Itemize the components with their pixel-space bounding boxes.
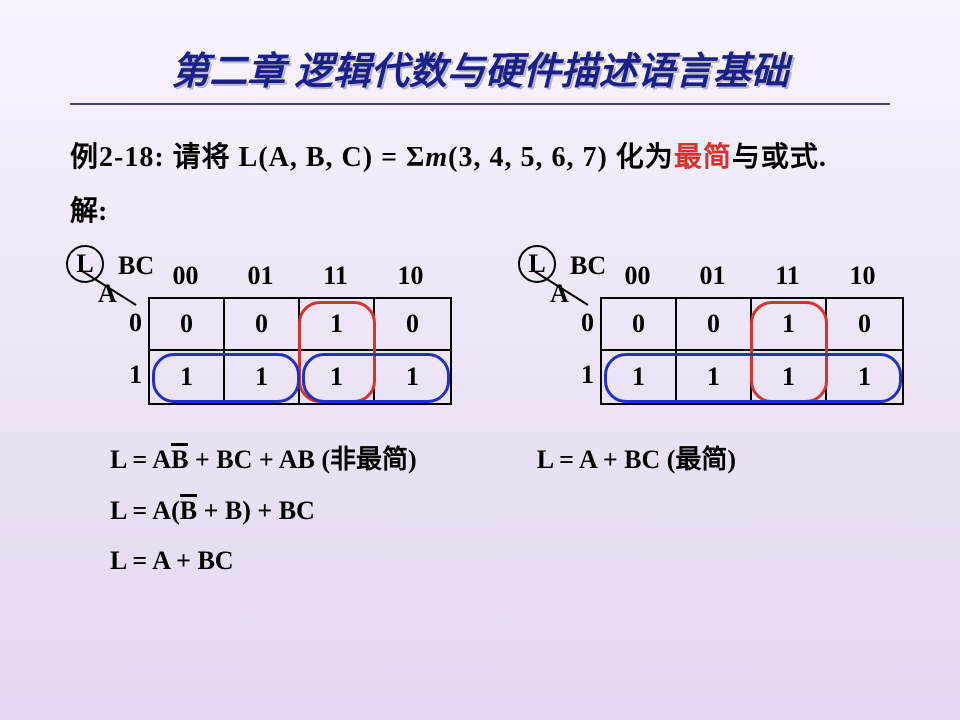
sigma-m: m bbox=[425, 142, 448, 173]
kmap-cell: 1 bbox=[827, 351, 902, 403]
col-header: 00 bbox=[600, 261, 675, 291]
equation-note: (最简) bbox=[660, 445, 736, 474]
kmap-row-headers: 0 1 bbox=[102, 297, 142, 401]
kmap-left: L BC A 00 01 11 10 0 1 00101111 bbox=[70, 259, 452, 405]
kmap-cell: 0 bbox=[375, 299, 450, 351]
kmap-cell: 0 bbox=[677, 299, 752, 351]
col-header: 10 bbox=[373, 261, 448, 291]
equation: L = AB + BC + AB (非最简) bbox=[110, 439, 417, 476]
problem-pre: 请将 L(A, B, C) = Σ bbox=[173, 142, 426, 173]
kmap-cell: 1 bbox=[300, 351, 375, 403]
kmap-func-label: L bbox=[66, 245, 104, 283]
kmap-cell: 0 bbox=[150, 299, 225, 351]
kmap-cell: 1 bbox=[602, 351, 677, 403]
col-header: 10 bbox=[825, 261, 900, 291]
problem-post: 与或式. bbox=[732, 142, 827, 173]
problem-statement: 例2-18: 请将 L(A, B, C) = Σm(3, 4, 5, 6, 7)… bbox=[70, 135, 890, 175]
col-header: 01 bbox=[675, 261, 750, 291]
kmap-func-label: L bbox=[518, 245, 556, 283]
kmap-cell: 1 bbox=[150, 351, 225, 403]
kmap-cell: 1 bbox=[225, 351, 300, 403]
equations-right: L = A + BC (最简) bbox=[537, 439, 736, 576]
complement-var: B bbox=[180, 496, 197, 526]
chapter-title: 第二章 逻辑代数与硬件描述语言基础 bbox=[0, 0, 960, 103]
highlight-simplest: 最简 bbox=[674, 142, 732, 173]
equation: L = A + BC (最简) bbox=[537, 439, 736, 476]
kmap-row-headers: 0 1 bbox=[554, 297, 594, 401]
kmap-cell: 0 bbox=[602, 299, 677, 351]
kmap-col-headers: 00 01 11 10 bbox=[600, 259, 904, 291]
kmap-cell: 1 bbox=[752, 299, 827, 351]
kmap-col-headers: 00 01 11 10 bbox=[148, 259, 452, 291]
content-area: 例2-18: 请将 L(A, B, C) = Σm(3, 4, 5, 6, 7)… bbox=[0, 105, 960, 576]
equation-note: (非最简) bbox=[315, 445, 417, 474]
complement-var: B bbox=[171, 445, 188, 475]
col-header: 01 bbox=[223, 261, 298, 291]
kmap-cell: 0 bbox=[225, 299, 300, 351]
equation: L = A(B + B) + BC bbox=[110, 496, 417, 526]
row-header: 1 bbox=[102, 349, 142, 401]
col-header: 00 bbox=[148, 261, 223, 291]
kmap-right: L BC A 00 01 11 10 0 1 00101111 bbox=[522, 259, 904, 405]
equations-left: L = AB + BC + AB (非最简) L = A(B + B) + BC L… bbox=[110, 439, 417, 576]
kmap-grid: 00101111 bbox=[148, 297, 452, 405]
kmap-cell: 1 bbox=[752, 351, 827, 403]
problem-args: (3, 4, 5, 6, 7) 化为 bbox=[448, 142, 674, 173]
equation: L = A + BC bbox=[110, 546, 417, 576]
kmap-cell: 1 bbox=[300, 299, 375, 351]
kmap-cell: 1 bbox=[375, 351, 450, 403]
kmap-cell: 1 bbox=[677, 351, 752, 403]
equations-row: L = AB + BC + AB (非最简) L = A(B + B) + BC L… bbox=[70, 439, 890, 576]
col-header: 11 bbox=[750, 261, 825, 291]
example-label: 例2-18: bbox=[70, 142, 165, 173]
row-header: 1 bbox=[554, 349, 594, 401]
solution-label: 解: bbox=[70, 189, 890, 229]
kmap-cell: 0 bbox=[827, 299, 902, 351]
kmap-grid: 00101111 bbox=[600, 297, 904, 405]
col-header: 11 bbox=[298, 261, 373, 291]
kmap-row: L BC A 00 01 11 10 0 1 00101111 bbox=[70, 259, 890, 405]
